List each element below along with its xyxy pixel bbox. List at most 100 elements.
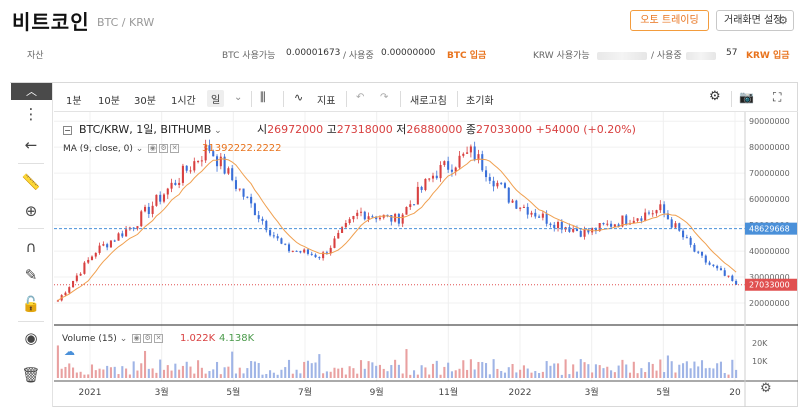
volume-bar bbox=[136, 370, 139, 378]
volume-bar bbox=[640, 368, 643, 378]
candle bbox=[450, 169, 453, 172]
close-icon[interactable]: ✕ bbox=[170, 144, 180, 153]
chevron-down-icon[interactable]: ⌄ bbox=[234, 92, 243, 103]
candle bbox=[439, 165, 442, 179]
settings-icon[interactable]: ⚙ bbox=[709, 89, 721, 104]
x-tick-label: 11월 bbox=[438, 386, 458, 398]
candle bbox=[708, 262, 711, 265]
crosshair-icon[interactable]: ⋮ bbox=[23, 105, 39, 123]
candle-type-icon[interactable]: ⫼ bbox=[260, 90, 266, 104]
volume-bar bbox=[367, 361, 370, 378]
indicator-icon[interactable]: ∿ bbox=[294, 91, 304, 104]
candle bbox=[318, 257, 321, 259]
candle bbox=[303, 249, 306, 253]
volume-bar bbox=[284, 367, 287, 378]
settings-icon[interactable]: ⚙ bbox=[159, 144, 169, 153]
candle bbox=[356, 212, 359, 216]
candle bbox=[397, 213, 400, 224]
volume-bar bbox=[75, 372, 78, 378]
candle bbox=[367, 216, 370, 220]
candle bbox=[515, 200, 518, 209]
volume-tick-label: 10K bbox=[752, 357, 768, 366]
arrow-left-icon[interactable]: ← bbox=[24, 136, 38, 154]
candle bbox=[208, 145, 211, 152]
candle bbox=[178, 182, 181, 185]
volume-bar bbox=[428, 374, 431, 378]
interval-1d[interactable]: 일 bbox=[207, 90, 225, 107]
candle bbox=[560, 221, 563, 230]
eye-icon[interactable]: ◉ bbox=[24, 329, 38, 347]
candle bbox=[75, 275, 78, 281]
undo-icon[interactable]: ↶ bbox=[356, 92, 365, 103]
gear-icon: ⚙ bbox=[778, 14, 788, 27]
collapse-icon[interactable]: − bbox=[63, 125, 72, 135]
symbol-legend[interactable]: − BTC/KRW, 1일, BITHUMB ⌄ bbox=[63, 121, 222, 137]
redo-icon[interactable]: ↷ bbox=[380, 92, 389, 103]
volume-bar bbox=[560, 374, 563, 378]
candle bbox=[613, 224, 616, 227]
axis-settings-icon[interactable]: ⚙ bbox=[760, 381, 772, 396]
candle bbox=[174, 182, 177, 185]
pencil-lock-icon[interactable]: ✎ bbox=[24, 266, 38, 284]
volume-bar bbox=[356, 373, 359, 378]
volume-bar bbox=[325, 371, 328, 378]
candle bbox=[231, 168, 234, 181]
chevron-up-icon[interactable]: ︿ bbox=[11, 83, 52, 100]
volume-bar bbox=[337, 368, 340, 378]
candle bbox=[606, 223, 609, 225]
eye-icon[interactable]: ◉ bbox=[132, 334, 142, 343]
refresh-button[interactable]: 새로고침 bbox=[410, 96, 447, 107]
volume-bar bbox=[492, 359, 495, 378]
trash-icon[interactable]: 🗑 bbox=[21, 366, 41, 384]
volume-legend[interactable]: Volume (15) ⌄ ◉ ⚙ ✕ bbox=[62, 334, 164, 344]
krw-deposit-link[interactable]: KRW 입금 bbox=[746, 51, 790, 61]
volume-bar bbox=[719, 361, 722, 378]
x-tick-label: 20 bbox=[729, 388, 741, 398]
close-icon[interactable]: ✕ bbox=[154, 334, 164, 343]
camera-icon[interactable]: 📷 bbox=[739, 90, 754, 104]
lock-icon[interactable]: 🔓 bbox=[21, 295, 41, 313]
volume-bar bbox=[625, 364, 628, 378]
settings-icon[interactable]: ⚙ bbox=[143, 334, 153, 343]
btc-deposit-link[interactable]: BTC 입금 bbox=[447, 51, 487, 61]
zoom-in-icon[interactable]: ⊕ bbox=[24, 202, 38, 220]
chevron-down-icon[interactable]: ⌄ bbox=[135, 144, 144, 154]
cloud-icon[interactable]: ☁ bbox=[64, 345, 75, 358]
volume-bar bbox=[613, 372, 616, 378]
volume-bar bbox=[291, 373, 294, 378]
ruler-icon[interactable]: 📏 bbox=[21, 173, 41, 191]
screen-settings-button[interactable]: 거래화면 설정 ⚙ bbox=[716, 10, 794, 31]
magnet-icon[interactable]: ∩ bbox=[25, 238, 37, 256]
candle bbox=[291, 250, 294, 252]
volume-bar bbox=[113, 366, 116, 378]
reference-price-tag bbox=[745, 222, 797, 235]
candle bbox=[594, 227, 597, 232]
interval-10m[interactable]: 10분 bbox=[98, 96, 120, 107]
interval-30m[interactable]: 30분 bbox=[134, 96, 156, 107]
x-tick-label: 2021 bbox=[79, 388, 102, 398]
chevron-down-icon[interactable]: ⌄ bbox=[211, 126, 222, 136]
volume-bar bbox=[151, 368, 154, 378]
candle bbox=[553, 224, 556, 229]
indicator-button[interactable]: 지표 bbox=[317, 96, 336, 107]
volume-bar bbox=[299, 373, 302, 378]
interval-1m[interactable]: 1분 bbox=[66, 96, 82, 107]
candle bbox=[659, 204, 662, 211]
ma-legend[interactable]: MA (9, close, 0) ⌄ ◉ ⚙ ✕ bbox=[63, 144, 180, 154]
volume-bar bbox=[534, 371, 537, 378]
candle bbox=[545, 213, 548, 224]
candle bbox=[170, 182, 173, 189]
fullscreen-icon[interactable]: ⛶ bbox=[773, 90, 782, 104]
eye-icon[interactable]: ◉ bbox=[148, 144, 158, 153]
volume-bar bbox=[72, 367, 75, 378]
volume-bar bbox=[541, 371, 544, 378]
reset-button[interactable]: 초기화 bbox=[466, 96, 494, 107]
auto-trading-button[interactable]: 오토 트레이딩 bbox=[630, 10, 709, 31]
x-tick-label: 9월 bbox=[370, 386, 384, 398]
interval-1h[interactable]: 1시간 bbox=[171, 96, 196, 107]
volume-bar bbox=[617, 365, 620, 378]
chevron-down-icon[interactable]: ⌄ bbox=[119, 334, 128, 344]
y-tick-label: 70000000 bbox=[749, 169, 790, 178]
candle bbox=[265, 220, 268, 231]
